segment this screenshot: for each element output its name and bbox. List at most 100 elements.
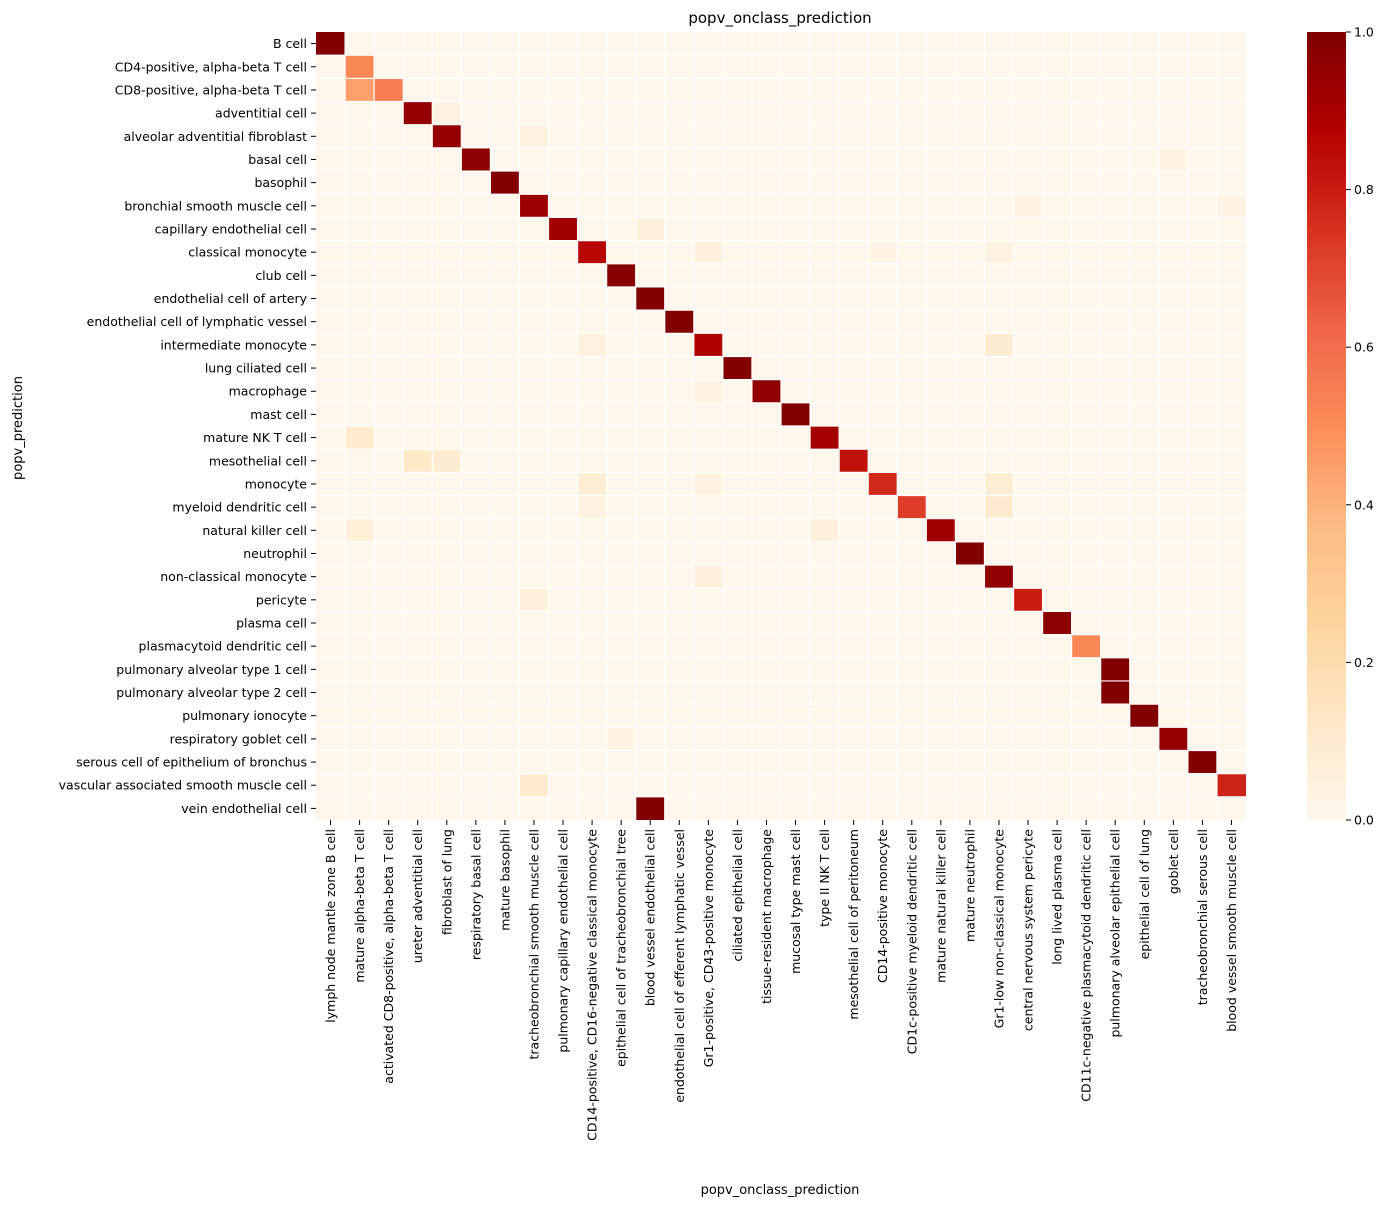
heatmap-cell: [345, 426, 375, 450]
heatmap-cell: [1187, 379, 1217, 403]
heatmap-cell: [693, 78, 723, 102]
heatmap-cell: [374, 310, 404, 334]
heatmap-cell: [839, 147, 869, 172]
heatmap-cell: [810, 680, 840, 705]
heatmap-cell: [606, 333, 636, 357]
heatmap-cell: [606, 680, 636, 705]
x-tick-label: tracheobronchial smooth muscle cell: [526, 829, 541, 1060]
heatmap-cell: [1071, 78, 1101, 102]
heatmap-cell: [664, 657, 694, 681]
heatmap-cell: [1216, 518, 1246, 542]
heatmap-cell: [926, 333, 956, 357]
heatmap-cell: [1071, 194, 1101, 218]
y-tick-label: macrophage: [229, 384, 308, 399]
heatmap-cell: [810, 657, 840, 681]
heatmap-cell: [519, 588, 549, 612]
heatmap-cell: [664, 750, 694, 774]
heatmap-cell: [810, 750, 840, 774]
heatmap-cell: [781, 657, 811, 681]
heatmap-cell: [519, 101, 549, 125]
heatmap-cell: [781, 680, 811, 705]
heatmap-cell: [926, 263, 956, 287]
x-axis-title: popv_onclass_prediction: [701, 1183, 860, 1198]
heatmap-cell: [897, 657, 927, 681]
heatmap-cell: [1013, 541, 1043, 566]
heatmap-cell: [548, 333, 578, 357]
heatmap-cell: [839, 55, 869, 79]
heatmap-cell: [926, 124, 956, 148]
heatmap-cell: [635, 217, 665, 241]
heatmap-cell: [839, 657, 869, 681]
heatmap-cell: [1216, 449, 1246, 473]
heatmap-cell: [1013, 588, 1043, 612]
heatmap-cell: [810, 101, 840, 125]
heatmap-cell: [1042, 750, 1072, 774]
heatmap-cell: [548, 124, 578, 148]
heatmap-cell: [403, 194, 433, 218]
heatmap-cell: [1100, 727, 1130, 751]
heatmap-cell: [751, 32, 781, 56]
heatmap-cell: [868, 426, 898, 450]
heatmap-cell: [316, 541, 346, 566]
heatmap-cell: [490, 611, 520, 635]
heatmap-cell: [1187, 124, 1217, 148]
x-tick-label: epithelial cell of tracheobronchial tree: [614, 829, 629, 1067]
heatmap-cell: [839, 773, 869, 797]
heatmap-cell: [606, 240, 636, 264]
heatmap-cell: [577, 402, 607, 426]
heatmap-cell: [751, 565, 781, 589]
heatmap-cell: [897, 611, 927, 635]
heatmap-cell: [722, 796, 752, 820]
heatmap-cell: [1042, 541, 1072, 566]
heatmap-cell: [868, 472, 898, 496]
heatmap-cell: [432, 78, 462, 102]
heatmap-cell: [810, 472, 840, 496]
heatmap-cell: [868, 240, 898, 264]
heatmap-cell: [577, 333, 607, 357]
heatmap-cell: [1013, 356, 1043, 380]
heatmap-cell: [1129, 217, 1159, 241]
heatmap-cell: [751, 680, 781, 705]
heatmap-cell: [1100, 124, 1130, 148]
heatmap-cell: [664, 32, 694, 56]
heatmap-cell: [897, 680, 927, 705]
heatmap-cell: [984, 588, 1014, 612]
heatmap-cell: [1129, 32, 1159, 56]
heatmap-cell: [403, 286, 433, 311]
heatmap-cell: [781, 286, 811, 311]
heatmap-cell: [1013, 611, 1043, 635]
heatmap-cell: [839, 588, 869, 612]
heatmap-cell: [751, 657, 781, 681]
heatmap-cell: [577, 704, 607, 728]
heatmap-cell: [1013, 286, 1043, 311]
heatmap-cell: [810, 588, 840, 612]
heatmap-cell: [461, 402, 491, 426]
heatmap-cell: [1100, 171, 1130, 195]
heatmap-cell: [664, 333, 694, 357]
heatmap-cell: [810, 565, 840, 589]
heatmap-cell: [548, 796, 578, 820]
heatmap-cell: [1158, 495, 1188, 519]
heatmap-cell: [635, 426, 665, 450]
heatmap-cell: [490, 78, 520, 102]
heatmap-cell: [1216, 727, 1246, 751]
heatmap-cell: [984, 217, 1014, 241]
heatmap-cell: [722, 217, 752, 241]
heatmap-cell: [432, 495, 462, 519]
heatmap-cell: [897, 449, 927, 473]
heatmap-cell: [403, 333, 433, 357]
heatmap-cell: [461, 634, 491, 658]
heatmap-cell: [926, 750, 956, 774]
heatmap-cell: [810, 333, 840, 357]
heatmap-cell: [345, 171, 375, 195]
heatmap-cell: [693, 472, 723, 496]
heatmap-cell: [461, 55, 491, 79]
heatmap-cell: [868, 124, 898, 148]
heatmap-cell: [751, 426, 781, 450]
heatmap-cell: [548, 310, 578, 334]
x-tick-label: pulmonary capillary endothelial cell: [556, 829, 571, 1053]
heatmap-cell: [1100, 796, 1130, 820]
heatmap-cell: [432, 426, 462, 450]
heatmap-cell: [1129, 634, 1159, 658]
heatmap-cell: [345, 240, 375, 264]
